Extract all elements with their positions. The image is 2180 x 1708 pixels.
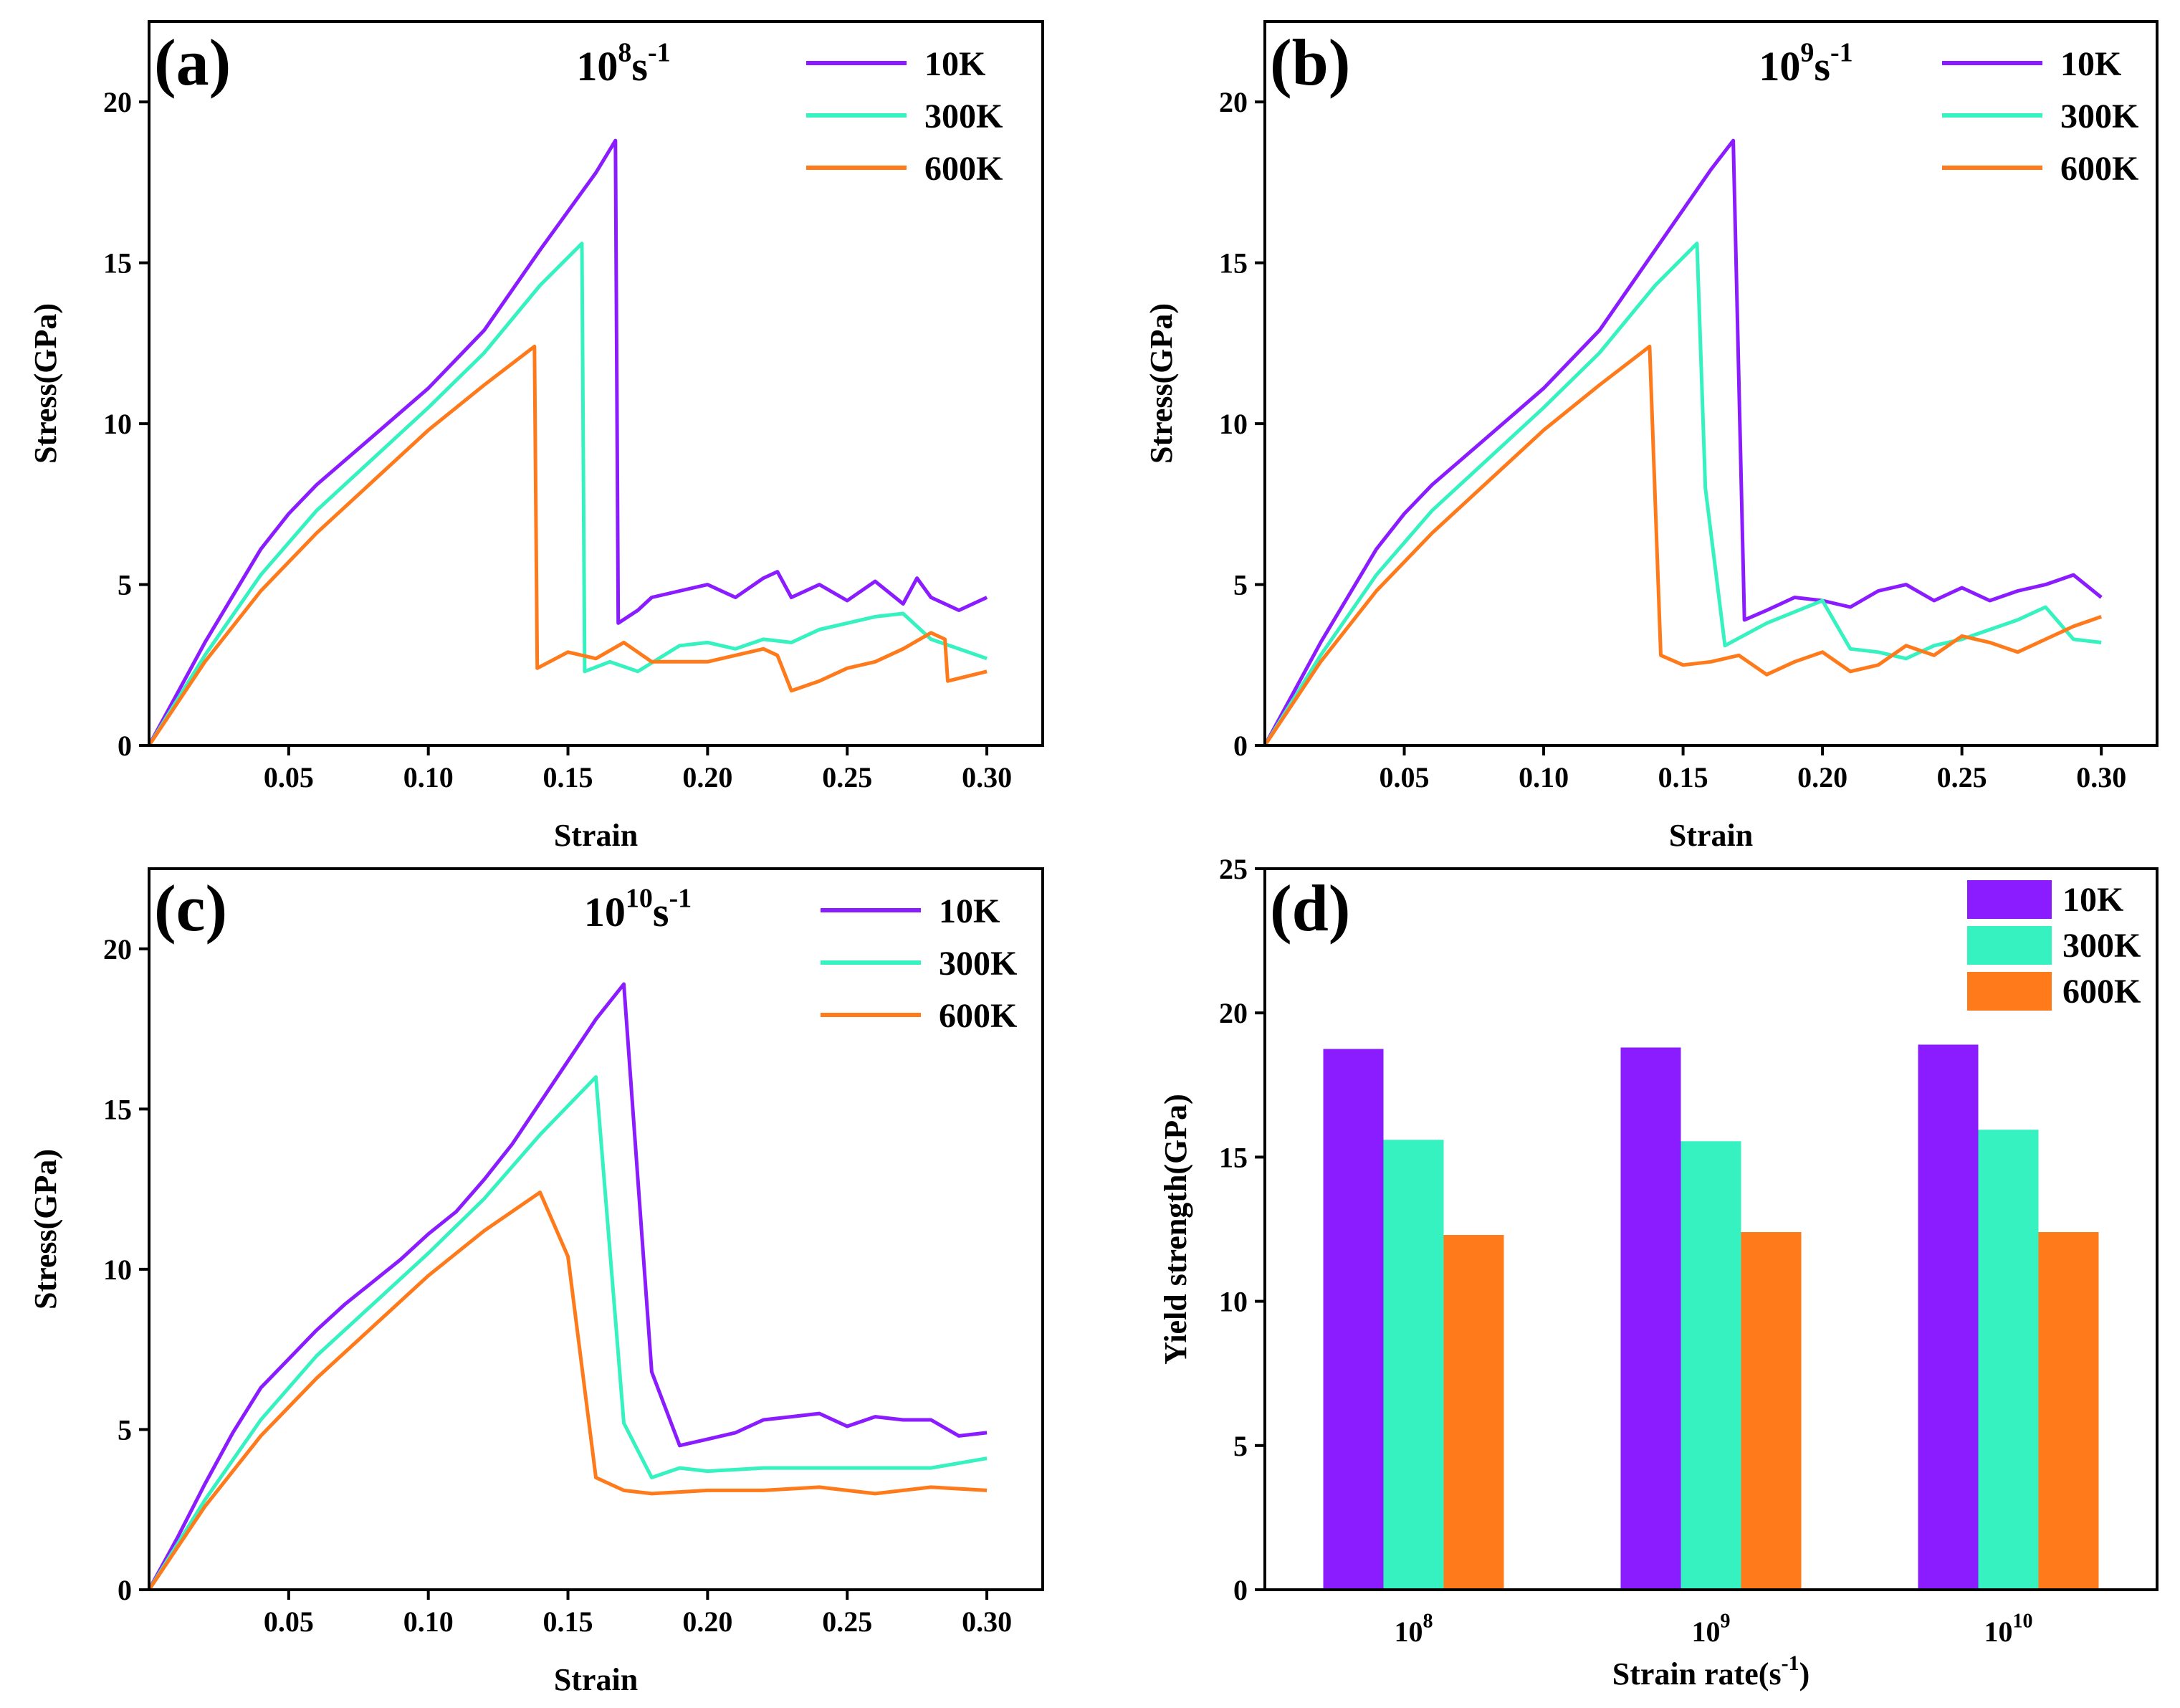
x-tick-label: 0.15 xyxy=(543,761,593,793)
y-tick-label: 15 xyxy=(103,1093,132,1125)
x-tick-label: 0.05 xyxy=(264,1606,314,1638)
x-tick-label: 0.20 xyxy=(682,761,732,793)
strain-rate-title: 108s-1 xyxy=(576,37,670,90)
x-tick-label: 0.20 xyxy=(1797,761,1847,793)
y-tick-label: 25 xyxy=(1219,853,1248,885)
series-line-10K xyxy=(147,982,988,1591)
plot-frame xyxy=(1263,20,2159,747)
y-tick-label: 0 xyxy=(118,1574,132,1606)
legend-label-10K: 10K xyxy=(2060,45,2121,83)
series-line-10K xyxy=(1263,138,2103,747)
x-axis-label: Strain rate(s-1) xyxy=(1612,1651,1810,1692)
legend-swatch-600K xyxy=(1967,972,2052,1011)
y-tick-label: 10 xyxy=(1219,1286,1248,1318)
x-tick-label: 0.30 xyxy=(962,1606,1012,1638)
y-tick-label: 5 xyxy=(118,1413,132,1446)
series-line-600K xyxy=(147,1191,988,1591)
x-category-label: 1010 xyxy=(1984,1610,2033,1648)
y-tick-label: 15 xyxy=(1219,1141,1248,1173)
legend-label-300K: 300K xyxy=(924,97,1003,135)
y-tick-label: 5 xyxy=(1233,569,1248,601)
y-axis-label: Stress(GPa) xyxy=(28,303,63,464)
x-tick-label: 0.10 xyxy=(403,761,454,793)
x-tick-label: 0.05 xyxy=(264,761,314,793)
strain-rate-title: 1010s-1 xyxy=(584,883,692,935)
panel-c: 0.05 0.10 0.15 0.20 0.25 0.30 0 5 10 15 20 Strain St… xyxy=(28,867,1044,1697)
bar-300K xyxy=(1978,1130,2039,1590)
y-axis-label: Yield strength(GPa) xyxy=(1158,1094,1193,1365)
y-tick-label: 5 xyxy=(118,569,132,601)
series-line-300K xyxy=(1263,242,2102,747)
legend-swatch-300K xyxy=(1967,926,2052,965)
legend-label-600K: 600K xyxy=(924,150,1003,188)
y-tick-label: 10 xyxy=(1219,408,1248,440)
legend-label-10K: 10K xyxy=(939,892,1000,930)
legend-label-10K: 10K xyxy=(2062,881,2123,919)
x-tick-label: 0.25 xyxy=(1937,761,1987,793)
x-category-label: 109 xyxy=(1692,1610,1731,1648)
legend-label-10K: 10K xyxy=(924,45,985,83)
legend-label-300K: 300K xyxy=(939,945,1017,983)
legend-label-600K: 600K xyxy=(939,997,1017,1035)
x-tick-label: 0.25 xyxy=(822,1606,872,1638)
panel-label: (c) xyxy=(154,872,227,945)
y-tick-label: 10 xyxy=(103,408,132,440)
legend-label-600K: 600K xyxy=(2062,973,2141,1011)
x-tick-label: 0.10 xyxy=(1519,761,1569,793)
bar-10K xyxy=(1918,1044,1979,1590)
y-axis-label: Stress(GPa) xyxy=(1144,303,1179,464)
panel-d: 108 109 1010 0 5 10 15 20 25 Strain rate(s-1) Yiel… xyxy=(1158,853,2159,1692)
series-line-600K xyxy=(147,344,988,747)
y-tick-label: 0 xyxy=(1233,1574,1248,1606)
y-tick-label: 15 xyxy=(103,247,132,280)
x-tick-label: 0.15 xyxy=(543,1606,593,1638)
x-tick-label: 0.20 xyxy=(682,1606,732,1638)
y-tick-label: 20 xyxy=(1219,86,1248,118)
y-axis-label: Stress(GPa) xyxy=(28,1149,63,1309)
series-line-600K xyxy=(1263,344,2103,747)
bar-600K xyxy=(1443,1235,1504,1590)
legend-label-300K: 300K xyxy=(2060,97,2138,135)
plot-frame xyxy=(1263,867,2159,1591)
x-tick-label: 0.30 xyxy=(962,761,1012,793)
x-tick-label: 0.15 xyxy=(1658,761,1708,793)
legend-swatch-10K xyxy=(1967,880,2052,919)
bar-10K xyxy=(1620,1047,1681,1590)
panel-label: (d) xyxy=(1270,872,1350,945)
panel-a: 0.05 0.10 0.15 0.20 0.25 0.30 0 5 10 15 20 Strain St… xyxy=(28,20,1044,853)
y-tick-label: 20 xyxy=(103,86,132,118)
x-tick-label: 0.25 xyxy=(822,761,872,793)
panel-b: 0.05 0.10 0.15 0.20 0.25 0.30 0 5 10 15 20 Strain St… xyxy=(1144,20,2159,853)
y-tick-label: 10 xyxy=(103,1254,132,1286)
bar-300K xyxy=(1383,1140,1444,1590)
x-axis-label: Strain xyxy=(554,1662,638,1697)
x-axis-label: Strain xyxy=(554,818,638,853)
y-tick-label: 0 xyxy=(1233,730,1248,762)
x-category-label: 108 xyxy=(1395,1610,1433,1648)
plot-frame xyxy=(148,20,1044,747)
y-tick-label: 5 xyxy=(1233,1430,1248,1462)
y-tick-label: 20 xyxy=(103,933,132,965)
bar-600K xyxy=(1741,1232,1802,1590)
series-line-10K xyxy=(147,138,988,747)
bar-10K xyxy=(1323,1049,1384,1590)
plot-frame xyxy=(148,867,1044,1591)
x-tick-label: 0.30 xyxy=(2076,761,2126,793)
bar-300K xyxy=(1681,1141,1741,1590)
series-line-300K xyxy=(147,1075,988,1591)
y-tick-label: 0 xyxy=(118,730,132,762)
panel-label: (b) xyxy=(1270,26,1350,99)
x-tick-label: 0.10 xyxy=(403,1606,454,1638)
legend-label-600K: 600K xyxy=(2060,150,2138,188)
bar-600K xyxy=(2038,1232,2099,1590)
legend-label-300K: 300K xyxy=(2062,927,2141,965)
series-line-300K xyxy=(147,242,988,747)
x-axis-label: Strain xyxy=(1669,818,1753,853)
x-tick-label: 0.05 xyxy=(1380,761,1430,793)
strain-rate-title: 109s-1 xyxy=(1759,37,1852,90)
y-tick-label: 15 xyxy=(1219,247,1248,280)
y-tick-label: 20 xyxy=(1219,997,1248,1029)
panel-label: (a) xyxy=(154,26,231,99)
